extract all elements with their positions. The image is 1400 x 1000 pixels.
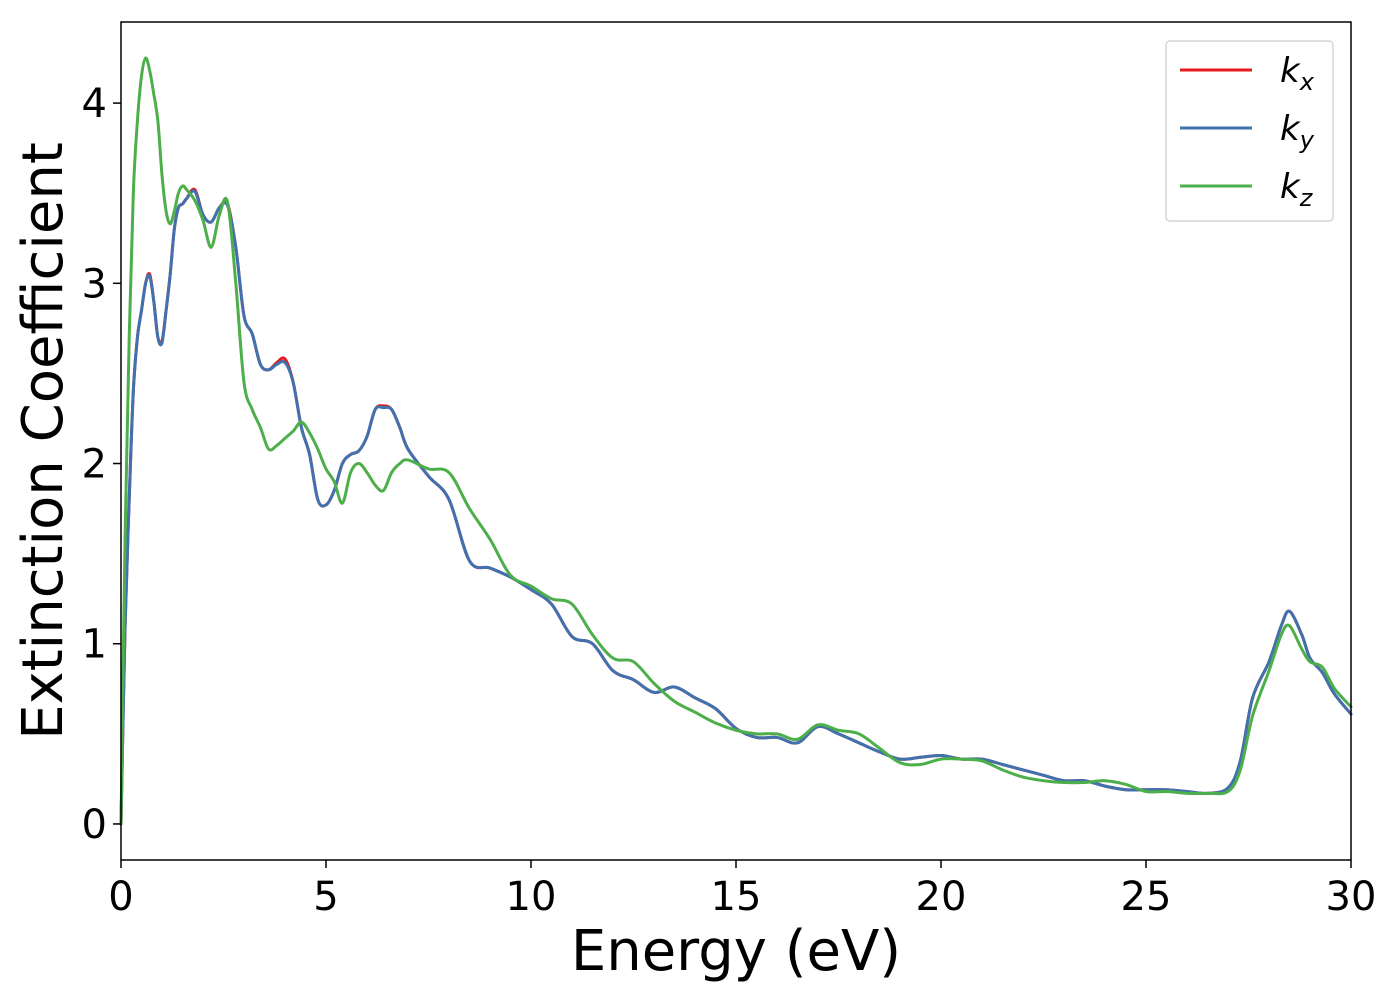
legend-label-y: ky — [1280, 109, 1315, 154]
x-tick-label: 30 — [1326, 874, 1377, 920]
y-tick-label: 1 — [82, 622, 107, 668]
legend: kx ky kz — [1165, 40, 1334, 222]
series-line-z — [119, 56, 1353, 826]
y-axis-ticks: 0 1 2 3 4 — [82, 81, 121, 848]
x-tick-label: 25 — [1121, 874, 1172, 920]
y-tick-label: 3 — [82, 261, 107, 307]
series-line-y — [119, 189, 1353, 826]
x-tick-label: 15 — [711, 874, 762, 920]
x-tick-label: 10 — [506, 874, 557, 920]
x-axis-label: Energy (eV) — [571, 919, 901, 984]
x-tick-label: 5 — [313, 874, 338, 920]
x-axis-ticks: 0 5 10 15 20 25 30 — [108, 860, 1376, 920]
series-layer — [119, 56, 1353, 826]
y-tick-label: 2 — [82, 442, 107, 488]
legend-label-z: kz — [1280, 167, 1314, 212]
x-tick-label: 0 — [108, 874, 133, 920]
y-tick-label: 4 — [82, 81, 107, 127]
legend-box — [1165, 40, 1334, 222]
x-tick-label: 20 — [916, 874, 967, 920]
y-axis-label: Extinction Coefficient — [11, 142, 76, 740]
legend-label-x: kx — [1280, 51, 1315, 96]
y-tick-label: 0 — [82, 802, 107, 848]
